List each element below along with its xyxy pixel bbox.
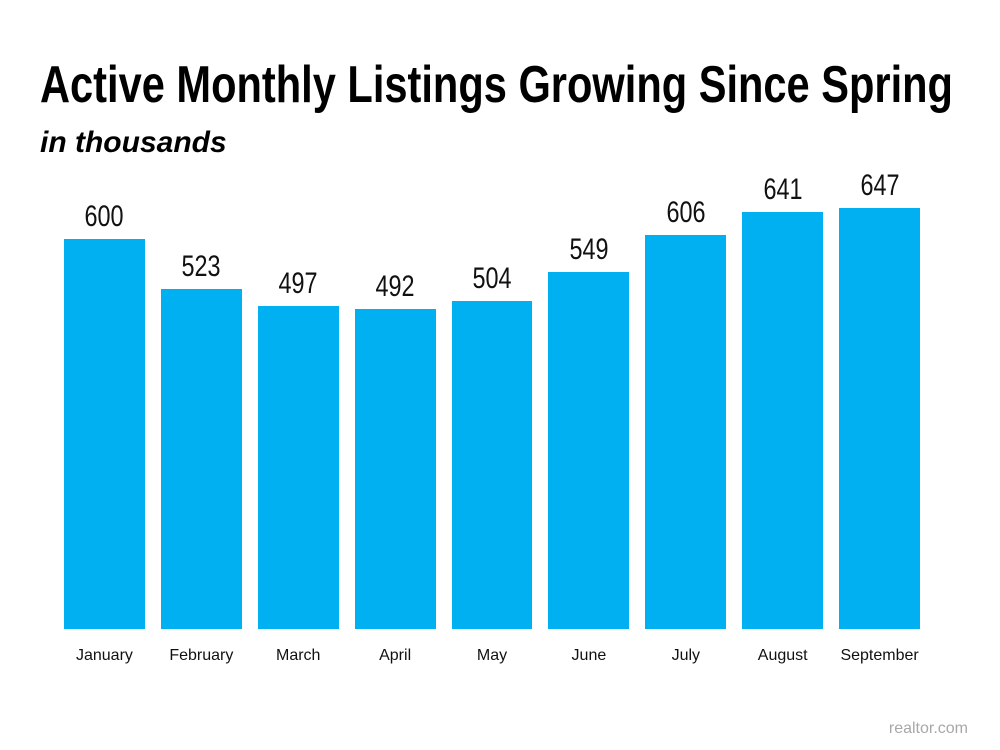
bar-value-label: 600 [64, 202, 145, 232]
bar-column: 504 May [451, 264, 533, 667]
x-axis-label: May [476, 647, 508, 664]
chart-title: Active Monthly Listings Growing Since Sp… [40, 56, 953, 114]
bar [64, 239, 145, 629]
bar-value-label: 504 [452, 264, 533, 294]
source-attribution: realtor.com [888, 719, 968, 737]
x-axis-label: March [276, 647, 321, 664]
bar-value-text: 549 [569, 233, 609, 266]
bar-chart: 600 January 523 February 497 March 492 April 504… [64, 171, 921, 667]
bar [548, 272, 630, 629]
bar-column: 600 January [64, 202, 145, 667]
bar-value-label: 492 [355, 272, 436, 302]
bar [354, 309, 436, 629]
bar-value-label: 606 [645, 198, 726, 228]
bar-value-label: 549 [548, 235, 629, 265]
bar-value-label: 641 [742, 175, 823, 205]
bar-column: 497 March [257, 269, 339, 667]
bar [257, 306, 339, 629]
bar [742, 212, 824, 629]
bar-value-label: 647 [839, 171, 920, 201]
bar-column: 523 February [160, 252, 242, 667]
bar [451, 301, 533, 629]
x-axis-label: February [169, 647, 234, 664]
bar-column: 492 April [354, 272, 436, 667]
chart-subtitle: in thousands [40, 126, 227, 159]
bar-value-text: 600 [84, 200, 124, 233]
bar [839, 208, 921, 629]
bar [645, 235, 727, 629]
bar-column: 606 July [645, 198, 727, 667]
x-axis-label: September [840, 647, 919, 664]
bar-value-text: 523 [181, 250, 221, 283]
x-axis-label: August [757, 647, 808, 664]
bar [160, 289, 242, 629]
x-axis-label: April [379, 647, 412, 664]
x-axis-label: July [671, 647, 701, 664]
bar-value-text: 641 [763, 173, 803, 206]
bar-value-text: 504 [472, 262, 512, 295]
bar-value-label: 523 [161, 252, 242, 282]
bar-value-text: 647 [860, 169, 900, 202]
bar-value-text: 497 [278, 267, 318, 300]
bar-column: 647 September [839, 171, 921, 667]
bar-value-text: 492 [375, 270, 415, 303]
x-axis-label: January [75, 647, 133, 664]
bar-value-text: 606 [666, 196, 706, 229]
x-axis-label: June [571, 647, 607, 664]
bar-column: 641 August [742, 175, 824, 667]
bar-column: 549 June [548, 235, 630, 667]
bar-value-label: 497 [258, 269, 339, 299]
